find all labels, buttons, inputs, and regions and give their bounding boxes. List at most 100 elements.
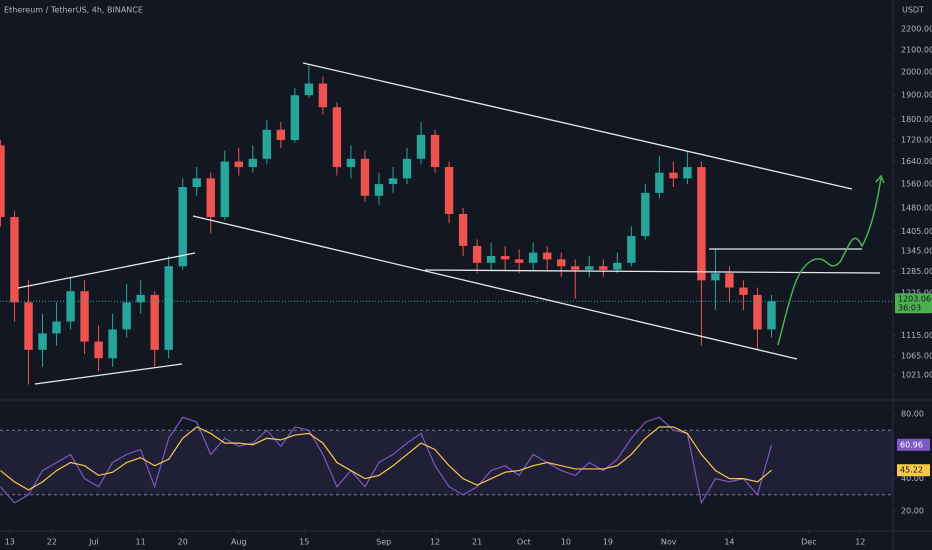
y-tick-label: 2000.00 [901, 68, 932, 77]
candle-body [500, 255, 510, 260]
value-tag [897, 464, 930, 477]
candle-body [711, 273, 720, 281]
candle-body [164, 266, 173, 350]
candle-body [178, 186, 187, 267]
candle-body [767, 301, 776, 330]
candle-body [542, 252, 552, 260]
trend-line [192, 215, 798, 360]
x-tick-label: Jul [88, 538, 99, 547]
y-tick-label: 80.00 [901, 410, 924, 419]
candle-body [683, 167, 692, 179]
candle-body [669, 172, 678, 179]
candle-body [122, 302, 131, 330]
last-price-tag [895, 293, 932, 314]
y-tick-label: 1405.00 [901, 227, 932, 236]
plot: 2200.00 2100.00 2000.00 1900.00 1800.00 1720.… [0, 25, 932, 547]
chart-title: Ethereum / TetherUS, 4h, BINANCE [4, 6, 143, 15]
y-tick-label: 2100.00 [901, 46, 932, 55]
candle-body [66, 291, 75, 322]
y-tick-label: 1065.00 [901, 352, 932, 361]
y-tick-label: 1720.00 [901, 136, 932, 145]
x-tick-label: 13 [5, 538, 15, 547]
candle-body [641, 192, 650, 237]
candle-body [486, 255, 496, 263]
x-tick-label: 10 [561, 538, 571, 547]
y-tick-label: 1225.00 [901, 289, 932, 298]
candle-body [753, 294, 762, 330]
candle-body [150, 294, 159, 350]
candle-body [108, 329, 117, 359]
x-tick-label: 11 [136, 538, 146, 547]
candle-body [234, 161, 243, 168]
candle-body [360, 158, 370, 196]
horizontal-line [424, 269, 881, 274]
candle-body [613, 262, 622, 270]
candle-body [725, 273, 734, 288]
candle-body [585, 266, 594, 270]
y-tick-label: 1021.00 [901, 371, 932, 380]
countdown: 36:03 [898, 304, 921, 313]
candle-body [402, 158, 412, 179]
candle-body [472, 245, 482, 263]
x-tick-label: 22 [47, 538, 57, 547]
x-tick-label: Nov [661, 538, 677, 547]
projection-arrow [875, 174, 885, 184]
x-tick-label: 14 [724, 538, 734, 547]
value-tag-label: 45.22 [900, 466, 923, 475]
x-tick-label: Sep [376, 538, 391, 547]
candle-body [739, 287, 748, 295]
trend-line [302, 62, 853, 190]
candle-body [655, 172, 664, 193]
indicator-line [0, 426, 772, 491]
candle-body [220, 161, 229, 218]
candle-body [458, 213, 468, 246]
candle-body [94, 341, 103, 359]
y-tick-label: 1285.00 [901, 267, 932, 276]
x-tick-label: Oct [517, 538, 531, 547]
trend-line [34, 363, 183, 385]
candle-body [444, 167, 454, 214]
x-tick-label: 20 [178, 538, 188, 547]
candle-body [697, 167, 706, 281]
candle-body [430, 134, 440, 168]
y-tick-label: 1560.00 [901, 180, 932, 189]
candle-body [571, 266, 580, 270]
y-tick-label: 1800.00 [901, 115, 932, 124]
x-tick-label: 21 [472, 538, 482, 547]
candle-body [206, 178, 215, 218]
candle-body [24, 302, 33, 350]
candle-body [52, 321, 61, 334]
candle-body [557, 259, 566, 267]
candle-body [388, 178, 398, 185]
trend-line [17, 252, 196, 289]
candle-body [346, 158, 356, 168]
candle-body [192, 178, 201, 187]
y-tick-label: 1115.00 [901, 331, 932, 340]
x-tick-label: Aug [231, 538, 247, 547]
candle-body [80, 291, 89, 342]
y-tick-label: 1640.00 [901, 157, 932, 166]
candle-body [416, 134, 426, 159]
value-tag [897, 438, 930, 451]
y-tick-label: 20.00 [901, 506, 924, 515]
candle-body [0, 145, 5, 218]
candle-body [332, 107, 342, 168]
candle-body [514, 259, 524, 263]
y-tick-label: 1480.00 [901, 203, 932, 212]
drawings [17, 62, 881, 385]
x-tick-label: 12 [855, 538, 865, 547]
y-tick-label: 40.00 [901, 474, 924, 483]
candle-body [248, 158, 258, 168]
x-tick-label: Dec [801, 538, 816, 547]
candle-body [627, 236, 636, 263]
currency-label: USDT [902, 6, 924, 15]
x-tick-label: 15 [299, 538, 309, 547]
y-tick-label: 1900.00 [901, 91, 932, 100]
indicator-line [0, 416, 773, 505]
candle-body [38, 333, 47, 350]
x-tick-label: 12 [430, 538, 440, 547]
last-price: 1203.06 [898, 295, 931, 304]
y-tick-label: 2200.00 [901, 25, 932, 34]
